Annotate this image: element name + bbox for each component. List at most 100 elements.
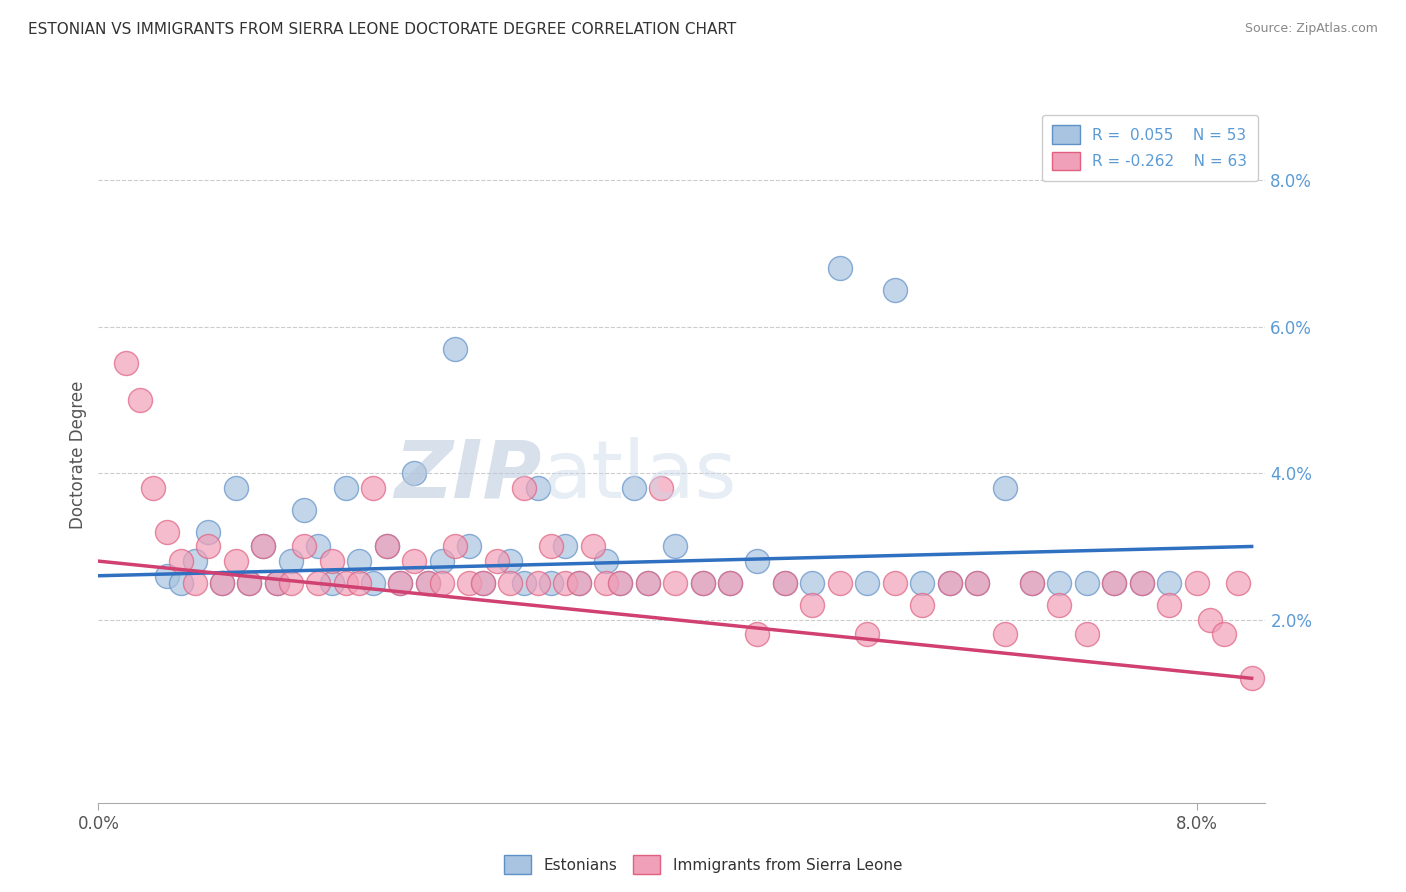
Point	[747, 554, 769, 568]
Point	[582, 540, 605, 554]
Point	[156, 568, 179, 582]
Point	[1104, 576, 1126, 591]
Point	[375, 540, 398, 554]
Point	[856, 627, 879, 641]
Point	[554, 540, 576, 554]
Point	[307, 540, 329, 554]
Legend: Estonians, Immigrants from Sierra Leone: Estonians, Immigrants from Sierra Leone	[498, 849, 908, 880]
Point	[349, 576, 371, 591]
Point	[349, 554, 371, 568]
Point	[416, 576, 439, 591]
Point	[430, 576, 453, 591]
Point	[966, 576, 988, 591]
Point	[238, 576, 260, 591]
Point	[280, 576, 302, 591]
Point	[307, 576, 329, 591]
Point	[499, 554, 522, 568]
Point	[375, 540, 398, 554]
Point	[1021, 576, 1043, 591]
Point	[883, 283, 905, 297]
Point	[801, 576, 824, 591]
Point	[1049, 598, 1071, 612]
Point	[170, 576, 193, 591]
Point	[595, 576, 617, 591]
Point	[609, 576, 631, 591]
Point	[1159, 598, 1181, 612]
Point	[1213, 627, 1236, 641]
Point	[938, 576, 960, 591]
Point	[856, 576, 879, 591]
Point	[568, 576, 591, 591]
Point	[1104, 576, 1126, 591]
Point	[623, 481, 645, 495]
Point	[471, 576, 494, 591]
Point	[609, 576, 631, 591]
Point	[211, 576, 233, 591]
Point	[444, 342, 467, 356]
Point	[197, 540, 219, 554]
Point	[183, 554, 205, 568]
Point	[404, 467, 426, 481]
Y-axis label: Doctorate Degree: Doctorate Degree	[69, 381, 87, 529]
Point	[266, 576, 288, 591]
Point	[225, 554, 247, 568]
Point	[1240, 671, 1263, 685]
Point	[485, 554, 508, 568]
Point	[828, 261, 851, 276]
Point	[1130, 576, 1153, 591]
Point	[747, 627, 769, 641]
Point	[1076, 627, 1098, 641]
Point	[170, 554, 193, 568]
Text: ZIP: ZIP	[395, 437, 541, 515]
Point	[252, 540, 274, 554]
Text: ESTONIAN VS IMMIGRANTS FROM SIERRA LEONE DOCTORATE DEGREE CORRELATION CHART: ESTONIAN VS IMMIGRANTS FROM SIERRA LEONE…	[28, 22, 737, 37]
Point	[1021, 576, 1043, 591]
Point	[526, 481, 548, 495]
Point	[526, 576, 548, 591]
Point	[883, 576, 905, 591]
Point	[1226, 576, 1249, 591]
Point	[664, 540, 686, 554]
Point	[458, 540, 481, 554]
Point	[773, 576, 796, 591]
Point	[389, 576, 412, 591]
Point	[540, 540, 562, 554]
Point	[266, 576, 288, 591]
Point	[225, 481, 247, 495]
Point	[773, 576, 796, 591]
Point	[513, 576, 536, 591]
Point	[292, 540, 315, 554]
Point	[637, 576, 659, 591]
Point	[142, 481, 165, 495]
Point	[335, 576, 357, 591]
Point	[911, 598, 934, 612]
Text: atlas: atlas	[541, 437, 737, 515]
Point	[321, 576, 343, 591]
Point	[238, 576, 260, 591]
Point	[115, 356, 138, 370]
Point	[692, 576, 714, 591]
Point	[458, 576, 481, 591]
Point	[335, 481, 357, 495]
Point	[718, 576, 741, 591]
Point	[361, 481, 384, 495]
Point	[197, 524, 219, 539]
Point	[361, 576, 384, 591]
Point	[321, 554, 343, 568]
Point	[911, 576, 934, 591]
Point	[430, 554, 453, 568]
Point	[1130, 576, 1153, 591]
Legend: R =  0.055    N = 53, R = -0.262    N = 63: R = 0.055 N = 53, R = -0.262 N = 63	[1042, 115, 1258, 181]
Point	[637, 576, 659, 591]
Point	[1159, 576, 1181, 591]
Point	[540, 576, 562, 591]
Point	[554, 576, 576, 591]
Point	[183, 576, 205, 591]
Point	[828, 576, 851, 591]
Text: Source: ZipAtlas.com: Source: ZipAtlas.com	[1244, 22, 1378, 36]
Point	[966, 576, 988, 591]
Point	[1076, 576, 1098, 591]
Point	[389, 576, 412, 591]
Point	[650, 481, 672, 495]
Point	[718, 576, 741, 591]
